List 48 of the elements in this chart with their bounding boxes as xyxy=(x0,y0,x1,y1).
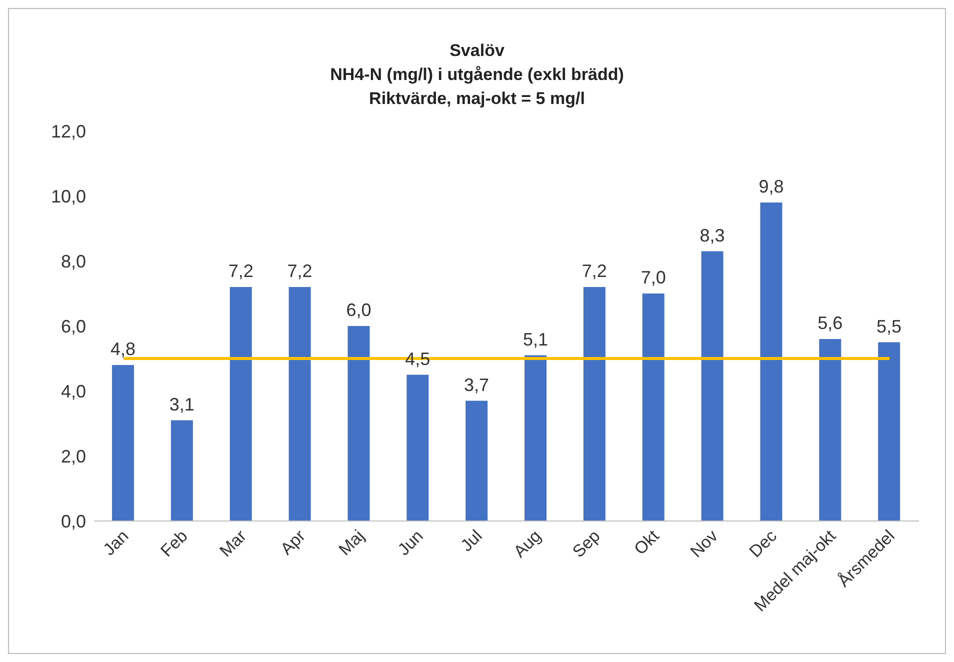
data-label: 5,5 xyxy=(876,316,902,336)
data-label: 7,2 xyxy=(228,261,254,281)
bar xyxy=(170,420,193,521)
x-tick-label: Okt xyxy=(630,526,663,559)
data-label: 3,1 xyxy=(169,394,194,414)
data-label: 7,0 xyxy=(640,268,666,288)
y-tick-label: 4,0 xyxy=(60,381,86,402)
y-tick-label: 0,0 xyxy=(60,511,86,532)
bar xyxy=(583,287,606,521)
bar xyxy=(819,339,842,521)
bar xyxy=(406,374,429,521)
data-label: 8,3 xyxy=(700,225,725,246)
bar xyxy=(466,400,488,521)
x-tick-label: Mar xyxy=(216,526,250,561)
chart-subtitle: NH4-N (mg/l) i utgående (exkl brädd) Riktvärde, maj-okt = 5 mg/l xyxy=(329,64,625,110)
y-tick-label: 6,0 xyxy=(60,316,86,336)
data-label: 5,6 xyxy=(818,313,843,333)
y-tick-label: 10,0 xyxy=(50,186,86,206)
x-tick-label: Sep xyxy=(568,526,604,562)
bar xyxy=(112,365,134,521)
y-tick-label: 8,0 xyxy=(60,251,86,272)
x-tick-label: Maj xyxy=(335,526,368,560)
data-label: 5,1 xyxy=(522,329,548,350)
bar xyxy=(760,202,782,521)
x-tick-label: Jun xyxy=(394,526,427,560)
y-tick-label: 12,0 xyxy=(50,121,86,142)
bar xyxy=(878,342,900,521)
bar xyxy=(524,355,546,521)
data-label: 4,8 xyxy=(110,339,136,359)
bar xyxy=(701,251,724,521)
x-tick-label: Apr xyxy=(276,526,310,559)
bar xyxy=(288,287,311,521)
x-tick-label: Dec xyxy=(746,526,781,562)
x-tick-label: Jan xyxy=(99,526,132,560)
chart-title: Svalöv xyxy=(448,40,506,62)
bar xyxy=(230,287,252,521)
bar xyxy=(642,294,664,521)
x-tick-label: Feb xyxy=(157,526,192,561)
y-tick-label: 2,0 xyxy=(60,446,86,466)
bar xyxy=(348,326,370,521)
data-label: 6,0 xyxy=(346,300,372,320)
data-label: 9,8 xyxy=(758,176,784,196)
data-label: 3,7 xyxy=(464,374,490,395)
x-tick-label: Nov xyxy=(686,526,722,562)
x-tick-label: Jul xyxy=(457,526,486,556)
data-label: 7,2 xyxy=(287,261,312,281)
data-label: 7,2 xyxy=(582,261,607,281)
x-tick-label: Aug xyxy=(510,526,545,562)
